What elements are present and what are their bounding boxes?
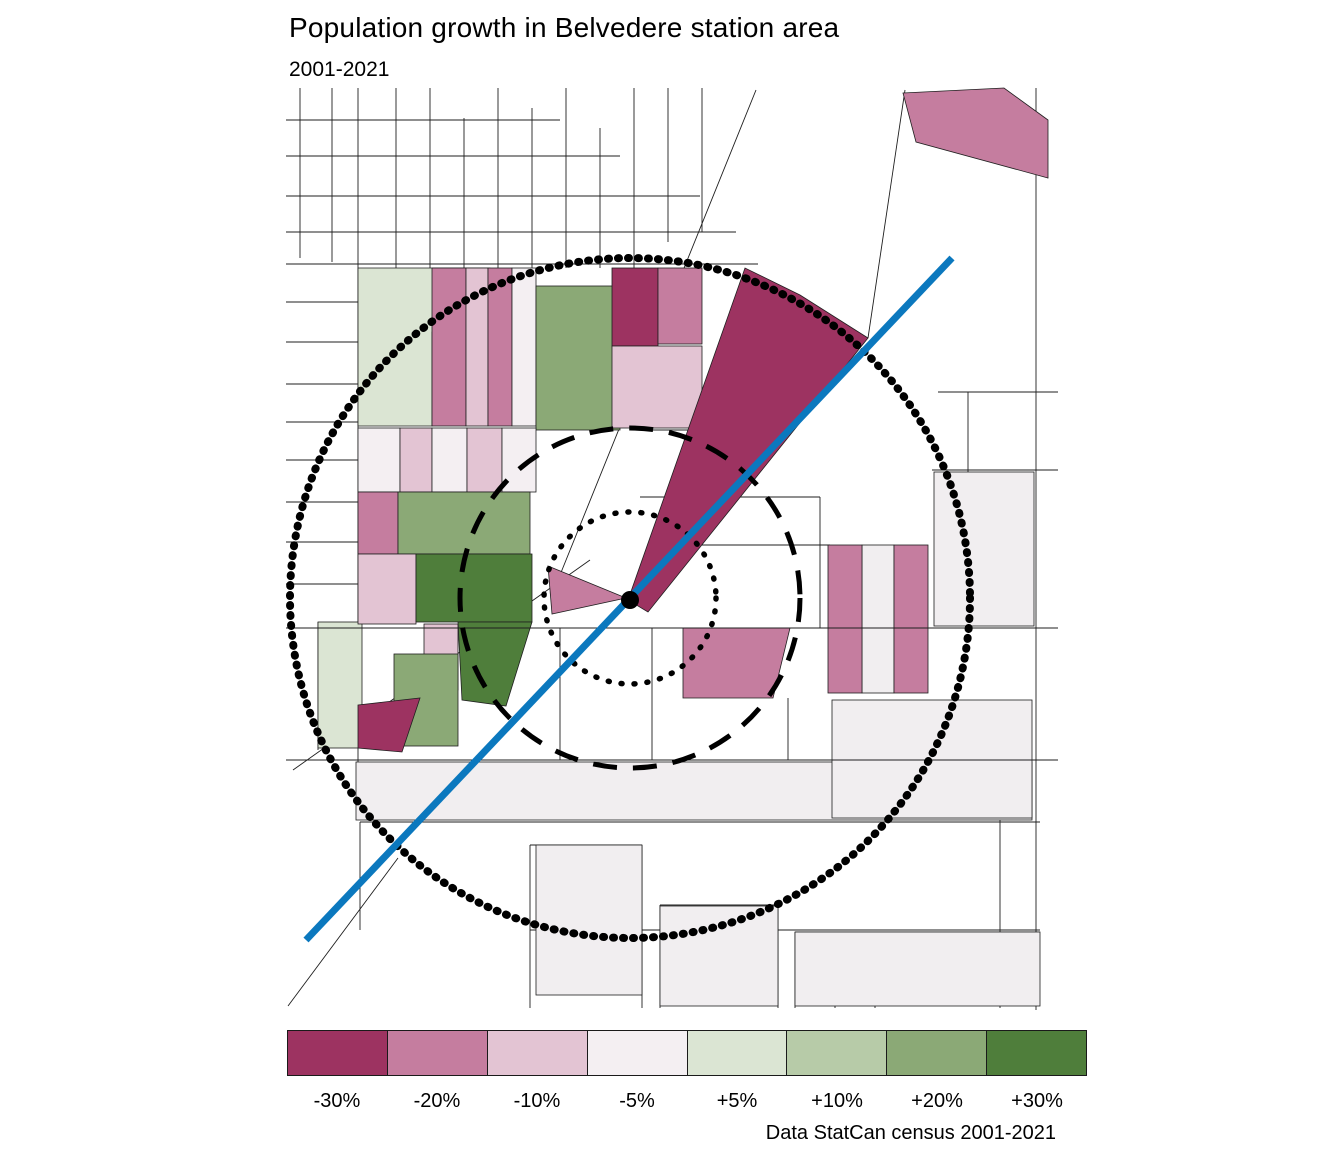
legend-swatch	[486, 1030, 588, 1076]
census-polygons	[317, 87, 1049, 1007]
census-polygon	[627, 267, 869, 613]
census-polygon	[611, 345, 703, 429]
census-polygon	[399, 427, 433, 493]
census-polygon	[466, 427, 503, 493]
station-point	[621, 591, 639, 609]
walkshed-rings	[286, 254, 974, 942]
census-polygon	[547, 565, 628, 615]
legend-swatch-row	[287, 1030, 1087, 1076]
census-polygon	[317, 621, 363, 749]
data-source-caption: Data StatCan census 2001-2021	[765, 1122, 1056, 1144]
legend: -30% -20% -10% -5% +5% +10% +20% +30%	[287, 1030, 1087, 1113]
legend-label-row: -30% -20% -10% -5% +5% +10% +20% +30%	[287, 1090, 1087, 1113]
census-polygon	[431, 267, 467, 427]
legend-swatch	[287, 1030, 388, 1076]
census-polygon	[611, 267, 659, 347]
legend-label: +30%	[1011, 1090, 1063, 1112]
legend-swatch	[886, 1030, 988, 1076]
census-polygon	[794, 931, 1041, 1007]
census-polygon	[431, 427, 468, 493]
census-polygon	[657, 267, 703, 345]
census-polygon	[511, 267, 537, 427]
census-polygon	[659, 905, 779, 1007]
census-polygon	[893, 544, 929, 694]
legend-swatch	[686, 1030, 788, 1076]
census-polygon	[357, 553, 417, 625]
legend-swatch	[786, 1030, 888, 1076]
outer-walkshed-ring	[286, 254, 974, 942]
inner-walkshed-ring	[541, 509, 719, 687]
census-polygon	[357, 697, 421, 753]
map-title: Population growth in Belvedere station a…	[289, 12, 840, 43]
map-subtitle: 2001-2021	[289, 58, 390, 81]
census-polygon	[415, 553, 533, 623]
census-polygon	[457, 621, 533, 707]
census-polygon	[831, 699, 1033, 819]
legend-label: -20%	[413, 1090, 461, 1112]
census-polygon	[902, 87, 1049, 179]
census-polygon	[861, 544, 895, 694]
middle-walkshed-ring	[457, 425, 803, 771]
legend-label: -30%	[313, 1090, 361, 1112]
census-polygon	[487, 267, 513, 427]
legend-label: +20%	[911, 1090, 963, 1112]
legend-swatch	[586, 1030, 688, 1076]
legend-label: +5%	[716, 1090, 758, 1112]
legend-swatch	[386, 1030, 488, 1076]
legend-label: +10%	[811, 1090, 863, 1112]
legend-label: -10%	[513, 1090, 561, 1112]
legend-swatch	[986, 1030, 1087, 1076]
census-polygon	[535, 285, 621, 431]
census-polygon	[827, 544, 863, 694]
legend-label: -5%	[619, 1090, 655, 1112]
census-polygon	[357, 491, 399, 555]
census-polygon	[535, 844, 643, 996]
census-polygon	[397, 491, 531, 555]
census-polygon	[933, 471, 1035, 627]
census-polygon	[357, 427, 401, 493]
